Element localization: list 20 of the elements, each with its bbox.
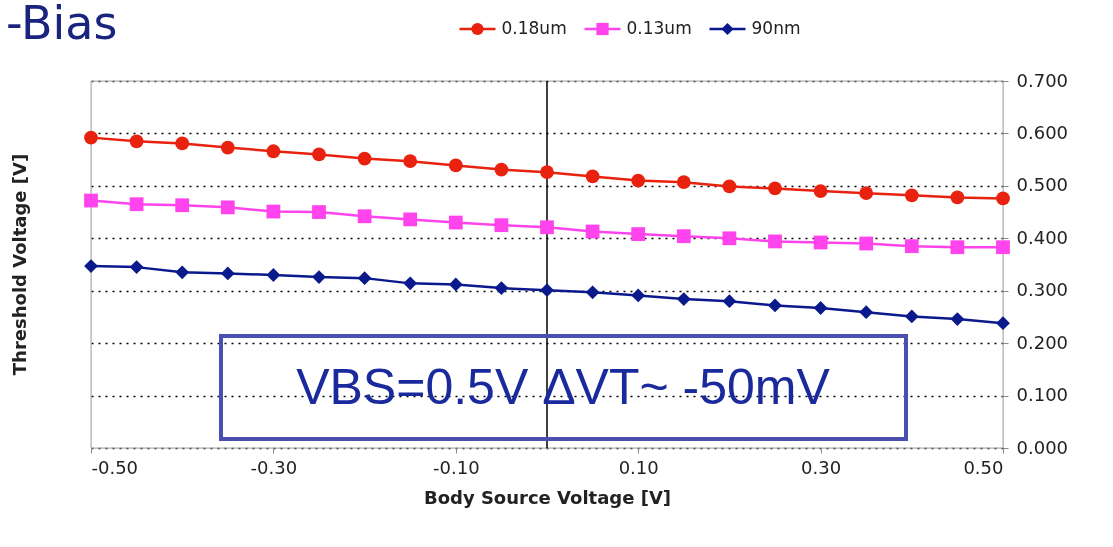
x-tick-label: -0.50: [91, 456, 139, 478]
y-tick-label: 0.000: [1016, 436, 1069, 458]
y-tick-label: 0.600: [1016, 121, 1069, 143]
x-tick-label: 0.10: [618, 456, 659, 478]
legend-label: 90nm: [751, 18, 801, 38]
y-tick-label: 0.300: [1016, 279, 1069, 301]
legend-label: 0.18um: [501, 18, 567, 38]
legend-label: 0.13um: [626, 18, 692, 38]
y-tick-label: 0.100: [1016, 384, 1069, 406]
x-tick-label: -0.10: [433, 456, 480, 478]
chart-title: -Bias: [6, 0, 118, 50]
x-tick-label: 0.30: [801, 456, 842, 478]
y-tick-label: 0.700: [1016, 69, 1069, 91]
y-axis-title: Threshold Voltage [V]: [9, 153, 30, 376]
x-tick-label: -0.30: [250, 456, 298, 478]
y-tick-label: 0.500: [1016, 174, 1069, 196]
y-tick-label: 0.200: [1016, 331, 1069, 353]
y-tick-label: 0.400: [1016, 226, 1069, 248]
x-axis-title: Body Source Voltage [V]: [423, 486, 672, 508]
x-tick-label: 0.50: [963, 456, 1004, 478]
